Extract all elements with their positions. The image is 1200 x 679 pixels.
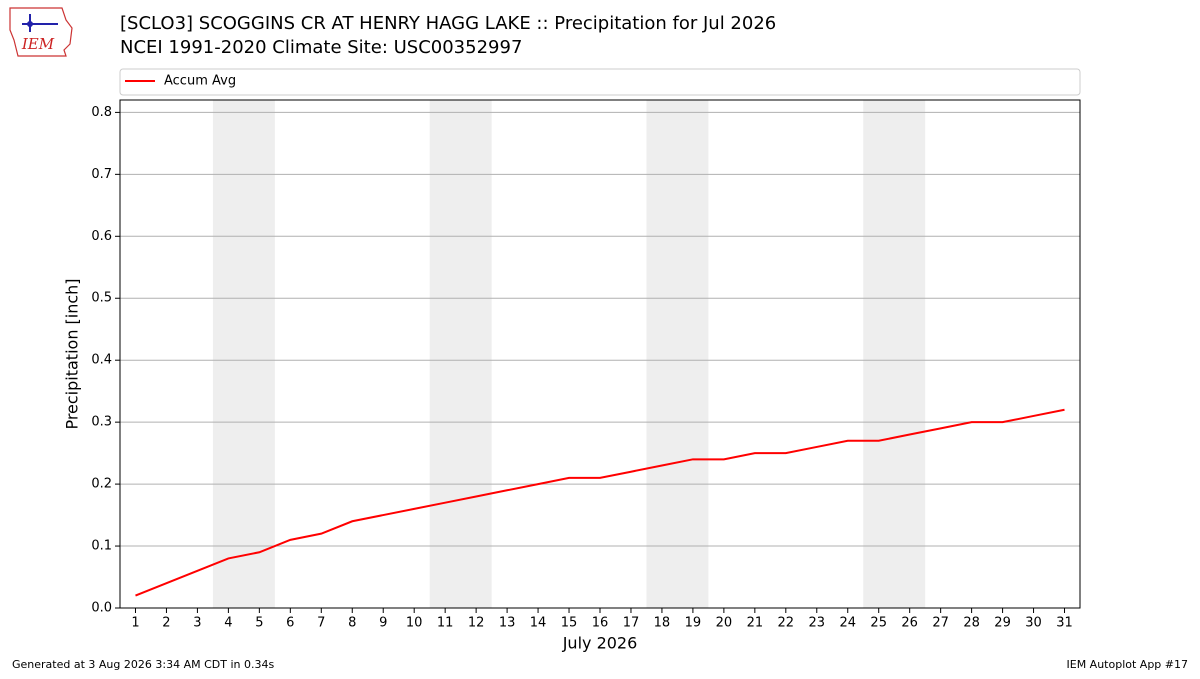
x-tick-label: 13 bbox=[499, 616, 516, 631]
y-tick-label: 0.4 bbox=[91, 353, 112, 368]
x-tick-label: 2 bbox=[162, 616, 170, 631]
x-tick-label: 26 bbox=[901, 616, 918, 631]
y-tick-label: 0.2 bbox=[91, 477, 112, 492]
y-tick-label: 0.1 bbox=[91, 539, 112, 554]
x-tick-label: 5 bbox=[255, 616, 263, 631]
y-tick-label: 0.8 bbox=[91, 105, 112, 120]
y-tick-label: 0.0 bbox=[91, 601, 112, 616]
x-tick-label: 12 bbox=[468, 616, 485, 631]
series-line bbox=[135, 408, 1065, 597]
x-tick-label: 27 bbox=[932, 616, 949, 631]
weekend-shade bbox=[212, 100, 275, 608]
x-tick-label: 9 bbox=[379, 616, 387, 631]
plot-frame bbox=[119, 99, 1081, 609]
x-tick-label: 30 bbox=[1025, 616, 1042, 631]
x-tick-label: 6 bbox=[286, 616, 294, 631]
legend-box bbox=[119, 68, 1081, 96]
weekend-shade bbox=[429, 100, 492, 608]
x-tick-label: 21 bbox=[747, 616, 764, 631]
x-tick-label: 18 bbox=[654, 616, 671, 631]
x-tick-label: 3 bbox=[193, 616, 201, 631]
logo-text: IEM bbox=[21, 35, 55, 53]
x-tick-label: 11 bbox=[437, 616, 454, 631]
chart-subtitle: NCEI 1991-2020 Climate Site: USC00352997 bbox=[120, 37, 522, 58]
y-tick-label: 0.7 bbox=[91, 167, 112, 182]
footer-right: IEM Autoplot App #17 bbox=[1067, 658, 1189, 671]
logo: IEM bbox=[9, 7, 73, 57]
x-tick-label: 4 bbox=[224, 616, 232, 631]
x-tick-label: 19 bbox=[685, 616, 702, 631]
x-tick-label: 23 bbox=[809, 616, 826, 631]
x-tick-label: 22 bbox=[778, 616, 795, 631]
x-tick-label: 15 bbox=[561, 616, 578, 631]
x-tick-label: 31 bbox=[1056, 616, 1073, 631]
y-axis-label: Precipitation [inch] bbox=[63, 278, 82, 429]
legend-label: Accum Avg bbox=[164, 74, 236, 89]
y-tick-label: 0.5 bbox=[91, 291, 112, 306]
weekend-shade bbox=[646, 100, 709, 608]
x-tick-label: 14 bbox=[530, 616, 547, 631]
footer-left: Generated at 3 Aug 2026 3:34 AM CDT in 0… bbox=[12, 658, 274, 671]
chart-title: [SCLO3] SCOGGINS CR AT HENRY HAGG LAKE :… bbox=[120, 13, 776, 34]
weekend-shade bbox=[863, 100, 926, 608]
x-tick-label: 17 bbox=[623, 616, 640, 631]
x-tick-label: 7 bbox=[317, 616, 325, 631]
x-tick-label: 1 bbox=[131, 616, 139, 631]
x-tick-label: 29 bbox=[994, 616, 1011, 631]
x-tick-label: 10 bbox=[406, 616, 423, 631]
x-tick-label: 25 bbox=[870, 616, 887, 631]
y-tick-label: 0.6 bbox=[91, 229, 112, 244]
x-tick-label: 16 bbox=[592, 616, 609, 631]
x-tick-label: 24 bbox=[839, 616, 856, 631]
x-tick-label: 20 bbox=[716, 616, 733, 631]
x-tick-label: 28 bbox=[963, 616, 980, 631]
x-axis-label: July 2026 bbox=[562, 634, 638, 653]
y-tick-label: 0.3 bbox=[91, 415, 112, 430]
x-tick-label: 8 bbox=[348, 616, 356, 631]
